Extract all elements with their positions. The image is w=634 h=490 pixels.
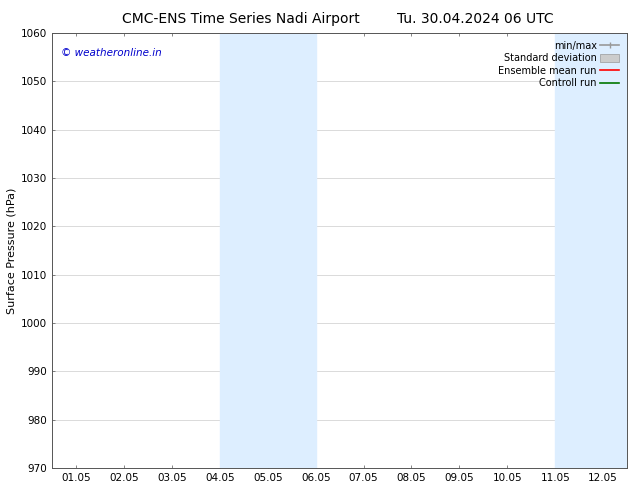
Legend: min/max, Standard deviation, Ensemble mean run, Controll run: min/max, Standard deviation, Ensemble me… (496, 38, 622, 91)
Text: CMC-ENS Time Series Nadi Airport: CMC-ENS Time Series Nadi Airport (122, 12, 360, 26)
Text: © weatheronline.in: © weatheronline.in (61, 48, 162, 58)
Bar (220, 33, 316, 468)
Text: Tu. 30.04.2024 06 UTC: Tu. 30.04.2024 06 UTC (397, 12, 554, 26)
Y-axis label: Surface Pressure (hPa): Surface Pressure (hPa) (7, 187, 17, 314)
Bar (555, 33, 627, 468)
